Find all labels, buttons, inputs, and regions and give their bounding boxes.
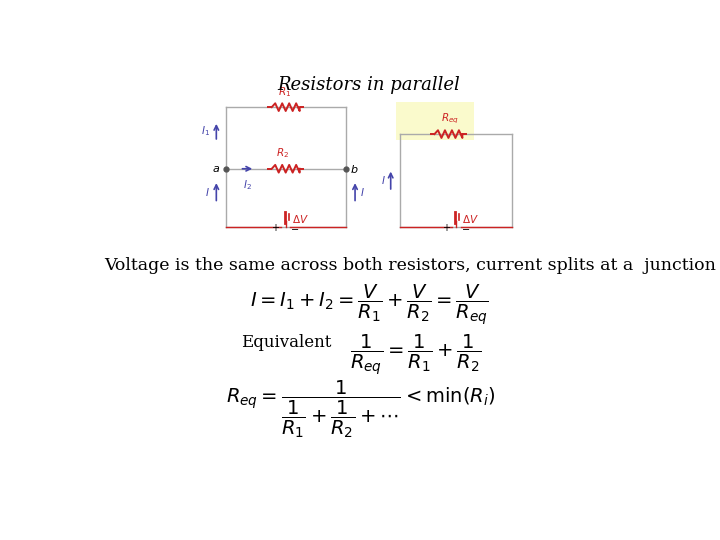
Text: $\Delta V$: $\Delta V$	[462, 213, 480, 225]
Text: $I_1$: $I_1$	[201, 125, 210, 138]
Text: $R_{eq}$: $R_{eq}$	[441, 112, 459, 126]
Text: $R_2$: $R_2$	[276, 146, 289, 160]
Text: $\Delta V$: $\Delta V$	[292, 213, 309, 225]
Bar	[396, 102, 474, 140]
Text: $R_{eq} = \dfrac{1}{\dfrac{1}{R_1} + \dfrac{1}{R_2} + \cdots} < \min(R_i)$: $R_{eq} = \dfrac{1}{\dfrac{1}{R_1} + \df…	[227, 379, 496, 441]
Text: Equivalent: Equivalent	[241, 334, 331, 352]
Text: $-$: $-$	[290, 224, 300, 233]
Text: +: +	[442, 224, 450, 233]
Text: $I$: $I$	[382, 174, 386, 186]
Text: $I = I_1 + I_2 = \dfrac{V}{R_1} + \dfrac{V}{R_2} = \dfrac{V}{R_{eq}}$: $I = I_1 + I_2 = \dfrac{V}{R_1} + \dfrac…	[250, 283, 488, 327]
Text: $b$: $b$	[350, 163, 358, 175]
Text: $I_2$: $I_2$	[243, 178, 252, 192]
Text: $R_1$: $R_1$	[277, 86, 291, 99]
Text: Voltage is the same across both resistors, current splits at a  junction :: Voltage is the same across both resistor…	[104, 257, 720, 274]
Text: $a$: $a$	[212, 164, 220, 174]
Text: $I$: $I$	[205, 186, 210, 198]
Text: Resistors in parallel: Resistors in parallel	[278, 76, 460, 94]
Text: $I$: $I$	[360, 186, 364, 198]
Text: +: +	[271, 224, 279, 233]
Text: $-$: $-$	[461, 224, 470, 233]
Text: $\dfrac{1}{R_{eq}} = \dfrac{1}{R_1} + \dfrac{1}{R_2}$: $\dfrac{1}{R_{eq}} = \dfrac{1}{R_1} + \d…	[350, 333, 481, 377]
